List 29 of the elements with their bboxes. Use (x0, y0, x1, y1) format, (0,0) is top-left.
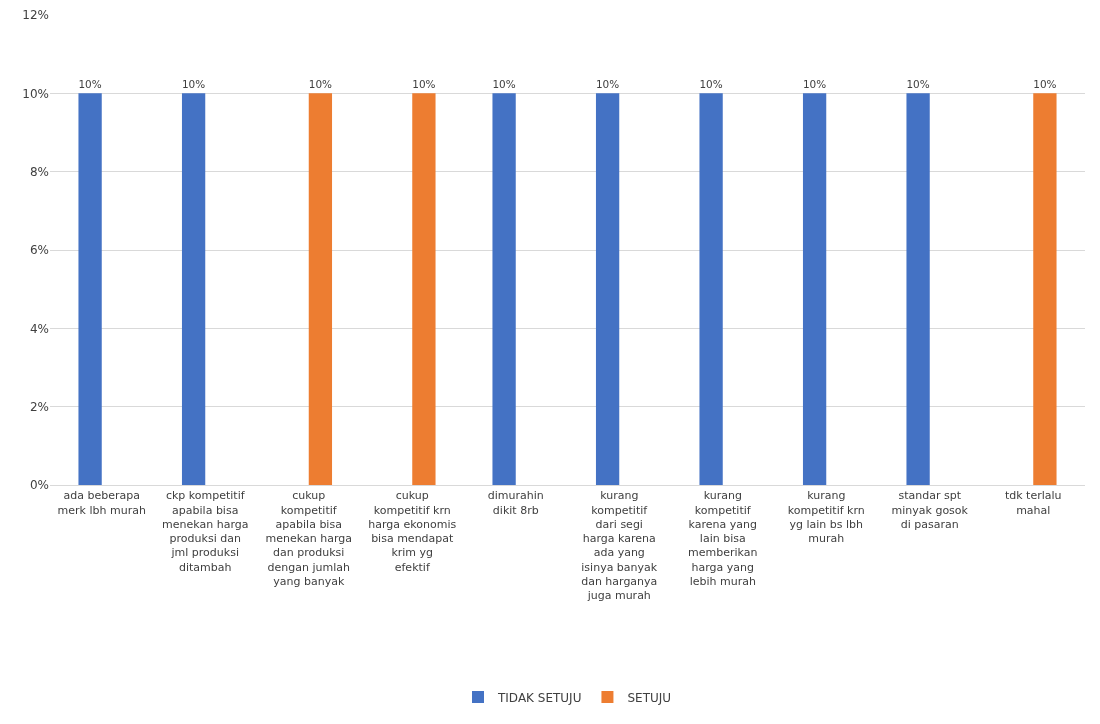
y-tick-label: 12% (22, 8, 49, 23)
data-label: 10% (78, 77, 102, 90)
y-tick-label: 0% (29, 478, 49, 493)
data-label: 10% (412, 77, 436, 90)
data-label: 10% (181, 77, 206, 90)
y-tick-label: 4% (29, 321, 49, 336)
legend-label: SETUJU (627, 690, 672, 705)
x-tick-label: cukup kompetitif krn harga ekonomis bisa mendapat krim yg efektif (368, 489, 457, 574)
x-tick-label: ckp kompetitif apabila bisa menekan harga produksi dan jml produksi ditambah (162, 489, 249, 574)
y-tick-label: 2% (29, 399, 49, 414)
x-tick-label: kurang kompetitif dari segi harga karena ada yang isinya banyak dan harganya juga murah (581, 489, 658, 603)
x-tick-label: ada beberapa merk lbh murah (57, 489, 146, 517)
y-tick-label: 8% (29, 164, 49, 179)
x-tick-label: dimurahin dikit 8rb (487, 489, 544, 517)
x-tick-label: kurang kompetitif krn yg lain bs lbh murah (787, 489, 865, 546)
x-tick-label: cukup kompetitif apabila bisa menekan harga dan produksi dengan jumlah yang banyak (265, 489, 352, 588)
data-label: 10% (308, 77, 333, 90)
legend-label: TIDAK SETUJU (497, 690, 582, 705)
data-label: 10% (595, 77, 620, 90)
data-label: 10% (906, 77, 930, 90)
data-label: 10% (1033, 77, 1057, 90)
data-label: 10% (699, 77, 723, 90)
y-tick-label: 6% (29, 243, 49, 258)
data-label: 10% (492, 77, 516, 90)
x-tick-label: standar spt minyak gosok di pasaran (891, 489, 969, 531)
x-tick-label: tdk terlalu mahal (1004, 489, 1062, 517)
y-tick-label: 10% (22, 86, 49, 101)
x-tick-label: kurang kompetitif karena yang lain bisa memberikan harga yang lebih murah (688, 489, 758, 588)
data-label: 10% (802, 77, 827, 90)
